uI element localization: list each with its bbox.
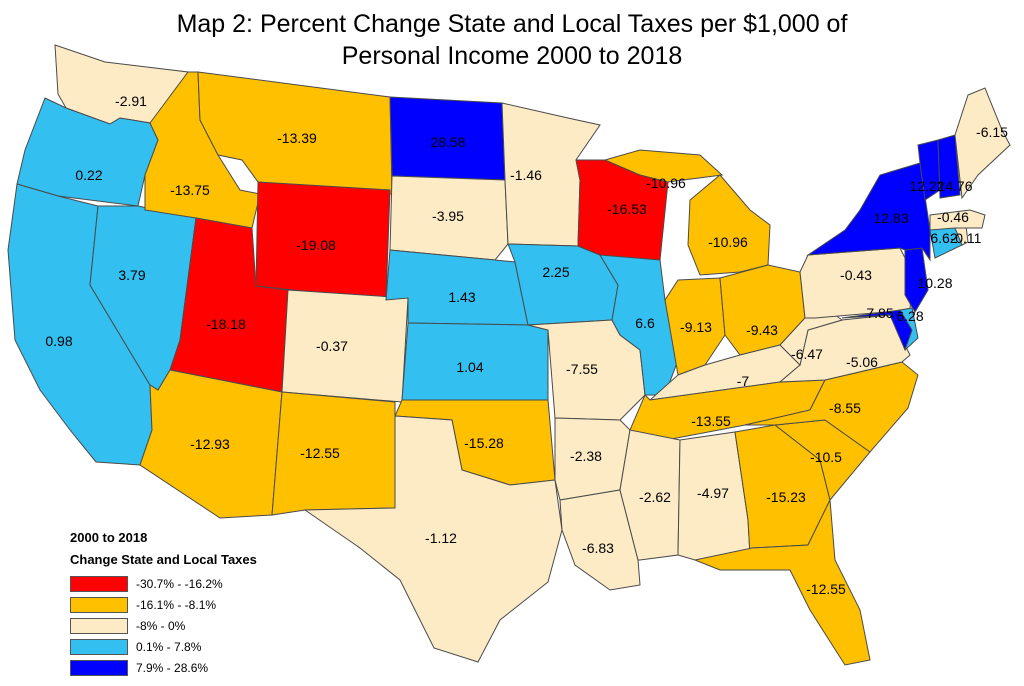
value-label-ca: 0.98 [45, 333, 72, 349]
value-label-wa: -2.91 [115, 93, 147, 109]
legend-swatch [70, 575, 128, 592]
legend-label: -30.7% - -16.2% [136, 576, 223, 591]
state-ma [929, 209, 986, 231]
state-mi-up [603, 149, 724, 183]
legend-label: -8% - 0% [136, 618, 186, 633]
state-ks [401, 322, 549, 401]
legend-item-3: -8% - 0% [70, 615, 257, 636]
value-label-ny: 12.83 [873, 210, 908, 226]
legend-item-2: -16.1% - -8.1% [70, 594, 257, 615]
map-title-line2: Personal Income 2000 to 2018 [341, 42, 683, 70]
state-pa [799, 247, 913, 319]
legend-item-4: 0.1% - 7.8% [70, 636, 257, 657]
value-label-nc: -8.55 [829, 400, 861, 416]
value-label-nv: 3.79 [118, 267, 145, 283]
state-value-labels: -2.91 0.22 0.98 3.79 -13.75 -13.39 -19.08 -18.1… [45, 93, 1008, 597]
value-label-ms: -2.62 [639, 489, 671, 505]
value-label-md: 7.85 [866, 305, 893, 321]
state-fl [693, 498, 871, 666]
state-de [899, 307, 919, 351]
legend-rows: -30.7% - -16.2% -16.1% - -8.1% -8% - 0% 0.1… [70, 573, 257, 678]
legend-label: -16.1% - -8.1% [136, 597, 217, 612]
legend-label: 7.9% - 28.6% [136, 660, 209, 675]
value-label-mn: -1.46 [510, 167, 542, 183]
value-label-ri: -0.11 [951, 230, 982, 246]
legend: 2000 to 2018 Change State and Local Taxe… [70, 530, 257, 678]
value-label-ks: 1.04 [456, 359, 483, 375]
legend-heading-measure: Change State and Local Taxes [70, 552, 257, 567]
state-vt [917, 139, 941, 201]
value-label-sd: -3.95 [432, 208, 464, 224]
value-label-oh: -9.43 [746, 322, 778, 338]
legend-heading-period: 2000 to 2018 [70, 530, 148, 545]
value-label-mo: -7.55 [566, 361, 598, 377]
legend-swatch [70, 617, 128, 634]
value-label-mt: -13.39 [277, 130, 317, 146]
value-label-de: 6.28 [896, 308, 923, 324]
value-label-la: -6.83 [582, 540, 614, 556]
value-label-wi: -16.53 [607, 201, 647, 217]
state-me [954, 87, 1011, 200]
value-label-ut: -18.18 [206, 316, 246, 332]
value-label-co: -0.37 [316, 338, 348, 354]
value-label-ga: -15.23 [766, 489, 806, 505]
value-label-ky: -7 [737, 373, 750, 389]
value-label-nm: -12.55 [300, 445, 340, 461]
value-label-me: -6.15 [976, 124, 1008, 140]
state-mi [687, 174, 771, 276]
legend-item-5: 7.9% - 28.6% [70, 657, 257, 678]
value-label-il: 6.6 [635, 315, 655, 331]
legend-swatch [70, 659, 128, 676]
value-label-mi-up: -10.96 [646, 175, 686, 191]
value-label-or: 0.22 [75, 167, 102, 183]
value-label-nj: 10.28 [917, 275, 952, 291]
state-shapes [7, 44, 1011, 666]
value-label-ne: 1.43 [448, 289, 475, 305]
value-label-wv: -6.47 [791, 346, 823, 362]
map-title: Map 2: Percent Change State and Local Ta… [0, 8, 1024, 72]
value-label-va: -5.06 [846, 354, 878, 370]
value-label-tn: -13.55 [691, 413, 731, 429]
map-title-line1: Map 2: Percent Change State and Local Ta… [176, 10, 848, 38]
value-label-nd: 28.58 [430, 134, 465, 150]
state-tx [303, 415, 563, 663]
value-label-sc: -10.5 [810, 449, 842, 465]
state-sd [389, 175, 509, 261]
value-label-pa: -0.43 [840, 267, 872, 283]
value-label-vt: 12.22 [909, 178, 944, 194]
legend-label: 0.1% - 7.8% [136, 639, 202, 654]
value-label-in: -9.13 [680, 319, 712, 335]
value-label-ia: 2.25 [542, 264, 569, 280]
value-label-id: -13.75 [170, 182, 210, 198]
value-label-ct: 6.62 [930, 230, 957, 246]
state-nh [937, 134, 961, 199]
value-label-nh: 14.76 [937, 178, 972, 194]
value-label-mi: -10.96 [708, 234, 748, 250]
value-label-tx: -1.12 [425, 530, 457, 546]
value-label-fl: -12.55 [806, 581, 846, 597]
value-label-wy: -19.08 [296, 237, 336, 253]
legend-swatch [70, 596, 128, 613]
legend-swatch [70, 638, 128, 655]
value-label-al: -4.97 [697, 485, 729, 501]
legend-item-1: -30.7% - -16.2% [70, 573, 257, 594]
value-label-ar: -2.38 [570, 448, 602, 464]
value-label-ok: -15.28 [464, 435, 504, 451]
value-label-ma: -0.46 [937, 209, 969, 225]
value-label-az: -12.93 [190, 436, 230, 452]
